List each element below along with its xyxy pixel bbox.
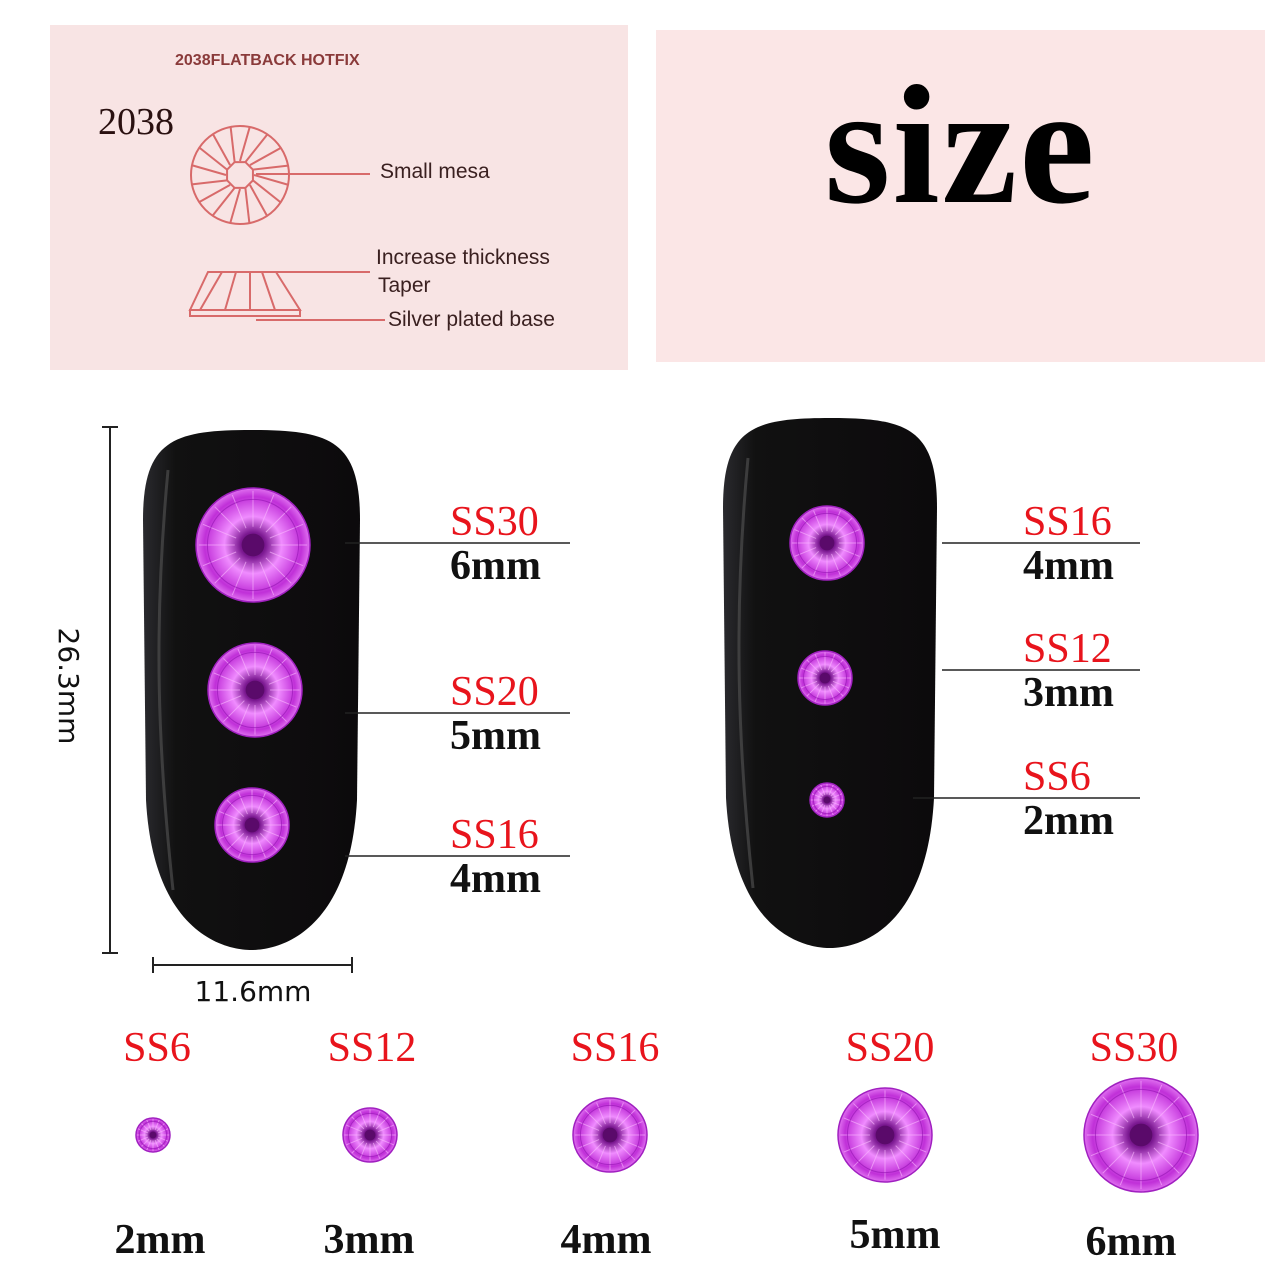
nail-highlight (737, 457, 755, 889)
model-number: 2038 (98, 101, 174, 143)
size-mm-label: 4mm (1023, 543, 1114, 589)
rhinestone-5mm (837, 1087, 933, 1183)
size-mm-label: 3mm (1023, 670, 1114, 716)
rhinestone-5mm (207, 642, 303, 738)
size-code-label: SS16 (1023, 499, 1112, 545)
size-code-label: SS6 (123, 1025, 191, 1071)
size-code-label: SS16 (450, 812, 539, 858)
size-code-label: SS6 (1023, 754, 1091, 800)
rhinestone-2mm (135, 1117, 171, 1153)
nail-highlight (157, 469, 175, 891)
structure-diagram-panel (50, 25, 628, 370)
size-code-label: SS12 (1023, 626, 1112, 672)
height-dimension: 26.3mm (52, 627, 85, 745)
width-dimension: 11.6mm (194, 975, 312, 1008)
rhinestone-4mm (214, 787, 290, 863)
top-view-drawing (190, 125, 370, 225)
dimension-lines (102, 426, 353, 973)
diagram-heading: 2038FLATBACK HOTFIX (175, 52, 360, 69)
size-code-label: SS12 (327, 1025, 417, 1071)
rhinestone-6mm (1083, 1077, 1199, 1193)
size-code-label: SS20 (450, 669, 539, 715)
title-panel (656, 30, 1265, 362)
size-mm-label: 3mm (323, 1217, 415, 1263)
rhinestone-3mm (797, 650, 853, 706)
label-small-mesa: Small mesa (380, 160, 490, 183)
size-mm-label: 5mm (849, 1212, 941, 1258)
size-mm-label: 6mm (1085, 1219, 1177, 1265)
size-code-label: SS16 (570, 1025, 660, 1071)
label-taper: Taper (378, 274, 431, 297)
label-increase-thickness: Increase thickness (376, 246, 550, 269)
rhinestone-4mm (572, 1097, 648, 1173)
size-mm-label: 5mm (450, 713, 541, 759)
size-mm-label: 2mm (114, 1217, 206, 1263)
size-code-label: SS20 (845, 1025, 935, 1071)
side-view-drawing (188, 271, 385, 321)
rhinestone-6mm (195, 487, 311, 603)
size-mm-label: 4mm (560, 1217, 652, 1263)
size-mm-label: 4mm (450, 856, 541, 902)
rhinestone-2mm (809, 782, 845, 818)
size-mm-label: 2mm (1023, 798, 1114, 844)
rhinestone-4mm (789, 505, 865, 581)
size-mm-label: 6mm (450, 543, 541, 589)
label-silver-base: Silver plated base (388, 308, 555, 331)
rhinestone-3mm (342, 1107, 398, 1163)
size-code-label: SS30 (450, 499, 539, 545)
title-size: size (824, 51, 1097, 239)
size-code-label: SS30 (1089, 1025, 1179, 1071)
